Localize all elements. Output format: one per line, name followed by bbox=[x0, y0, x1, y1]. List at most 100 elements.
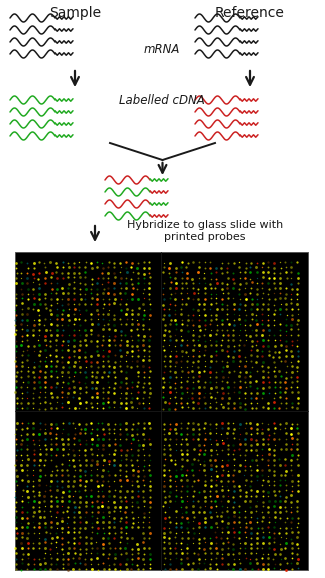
Point bbox=[255, 346, 260, 355]
Point bbox=[196, 507, 202, 516]
Point bbox=[190, 330, 196, 339]
Point bbox=[19, 325, 24, 334]
Point bbox=[185, 523, 190, 532]
Point bbox=[42, 321, 47, 330]
Point bbox=[214, 450, 219, 459]
Point bbox=[184, 278, 189, 287]
Point bbox=[106, 460, 111, 469]
Point bbox=[65, 321, 71, 330]
Point bbox=[214, 548, 219, 557]
Point bbox=[225, 450, 230, 459]
Point bbox=[94, 262, 99, 272]
Point bbox=[219, 486, 225, 495]
Point bbox=[123, 517, 128, 527]
Point bbox=[249, 398, 254, 407]
Point bbox=[260, 268, 265, 277]
Point bbox=[20, 491, 25, 501]
Point bbox=[208, 476, 214, 485]
Point bbox=[207, 398, 213, 407]
Point bbox=[196, 403, 202, 413]
Point bbox=[214, 565, 219, 574]
Point bbox=[266, 335, 271, 344]
Point bbox=[43, 263, 48, 272]
Point bbox=[266, 565, 271, 574]
Point bbox=[60, 382, 65, 391]
Point bbox=[48, 362, 53, 371]
Point bbox=[48, 294, 53, 303]
Point bbox=[37, 373, 42, 382]
Point bbox=[49, 392, 54, 402]
Point bbox=[141, 288, 146, 298]
Point bbox=[31, 423, 36, 432]
Point bbox=[202, 357, 207, 366]
Point bbox=[141, 461, 146, 470]
Point bbox=[162, 518, 167, 527]
Point bbox=[77, 502, 82, 512]
Point bbox=[283, 480, 288, 490]
Point bbox=[237, 518, 242, 527]
Point bbox=[89, 497, 94, 506]
Point bbox=[66, 305, 72, 314]
Point bbox=[65, 295, 71, 304]
Point bbox=[208, 377, 213, 387]
Point bbox=[168, 366, 173, 376]
Point bbox=[289, 351, 294, 361]
Point bbox=[60, 451, 66, 460]
Point bbox=[148, 528, 153, 537]
Point bbox=[202, 279, 207, 288]
Point bbox=[271, 309, 276, 318]
Point bbox=[148, 444, 153, 454]
Point bbox=[42, 398, 47, 407]
Point bbox=[214, 372, 219, 381]
Point bbox=[118, 481, 124, 491]
Point bbox=[25, 513, 30, 523]
Point bbox=[290, 362, 295, 371]
Point bbox=[180, 279, 185, 288]
Point bbox=[179, 367, 185, 376]
Point bbox=[271, 455, 277, 464]
Point bbox=[89, 476, 94, 485]
Point bbox=[37, 398, 42, 407]
Point bbox=[71, 512, 76, 521]
Point bbox=[185, 475, 190, 484]
Point bbox=[20, 388, 25, 397]
Point bbox=[290, 310, 295, 319]
Point bbox=[124, 309, 129, 318]
Point bbox=[231, 309, 236, 318]
Point bbox=[237, 268, 242, 277]
Point bbox=[25, 351, 31, 360]
Point bbox=[83, 533, 88, 542]
Point bbox=[25, 518, 31, 528]
Point bbox=[66, 404, 71, 413]
Point bbox=[179, 533, 184, 542]
Point bbox=[243, 476, 248, 485]
Point bbox=[202, 470, 208, 480]
Point bbox=[272, 347, 278, 356]
Point bbox=[65, 450, 70, 459]
Point bbox=[168, 444, 173, 454]
Point bbox=[95, 486, 100, 495]
Point bbox=[237, 424, 242, 433]
Point bbox=[173, 486, 178, 495]
Point bbox=[48, 444, 53, 454]
Point bbox=[124, 336, 129, 346]
Point bbox=[167, 497, 172, 506]
Point bbox=[162, 492, 167, 502]
Point bbox=[112, 470, 118, 479]
Point bbox=[196, 367, 202, 376]
Point bbox=[272, 440, 278, 449]
Point bbox=[76, 257, 82, 266]
Point bbox=[208, 351, 213, 361]
Point bbox=[100, 434, 106, 443]
Point bbox=[118, 486, 123, 495]
Point bbox=[106, 278, 111, 287]
Point bbox=[42, 377, 47, 386]
Point bbox=[83, 382, 88, 391]
Point bbox=[162, 553, 167, 562]
Point bbox=[146, 258, 151, 267]
Point bbox=[272, 418, 277, 428]
Point bbox=[161, 424, 166, 434]
Point bbox=[118, 294, 124, 303]
Point bbox=[60, 460, 65, 469]
Point bbox=[249, 470, 254, 479]
